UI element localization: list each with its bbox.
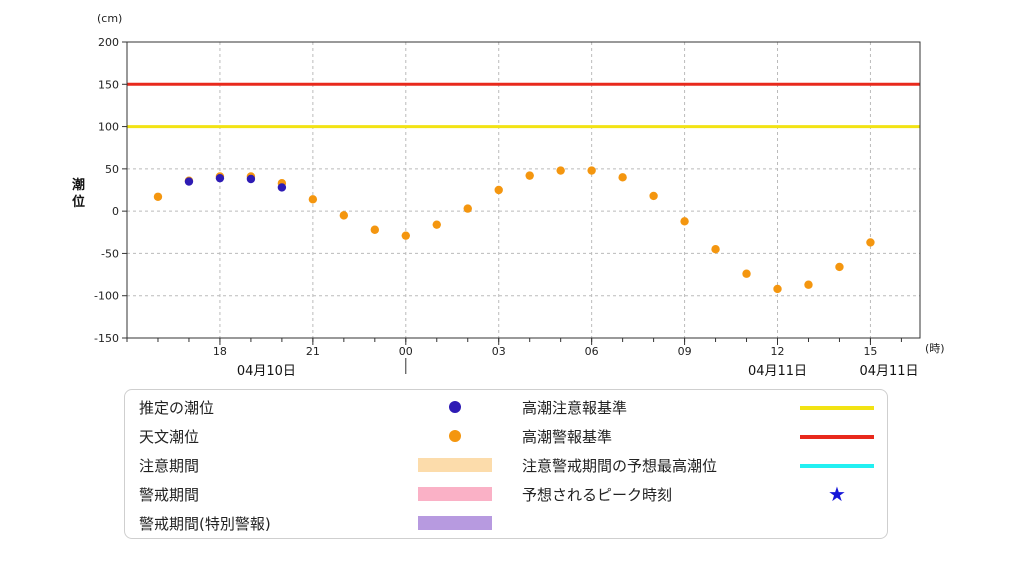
legend-item: 高潮注意報基準	[522, 393, 877, 422]
x-tick-label: 18	[213, 345, 227, 358]
y-tick-label: 50	[105, 163, 119, 176]
x-tick-label: 06	[585, 345, 599, 358]
legend-line-swatch	[800, 464, 874, 468]
legend-item: 注意期間	[139, 451, 499, 480]
date-label: 04月11日	[748, 364, 807, 379]
data-point	[525, 171, 534, 180]
data-point	[370, 225, 380, 234]
data-point	[804, 280, 813, 289]
x-axis-unit: (時)	[925, 342, 945, 355]
data-point	[680, 217, 689, 226]
data-point	[277, 183, 287, 192]
y-axis-unit: (cm)	[97, 12, 122, 25]
legend-item: 推定の潮位	[139, 393, 499, 422]
legend-rect-swatch	[418, 516, 492, 530]
x-tick-label: 00	[399, 345, 413, 358]
star-icon: ★	[828, 482, 846, 506]
data-point	[556, 166, 565, 175]
legend-label: 高潮注意報基準	[522, 399, 628, 417]
legend: 推定の潮位天文潮位注意期間警戒期間警戒期間(特別警報) 高潮注意報基準 高潮警報基準…	[124, 389, 888, 539]
y-axis-label-char-1: 潮	[72, 177, 85, 193]
legend-item: 天文潮位	[139, 422, 499, 451]
data-points	[153, 166, 875, 294]
y-tick-label: 100	[98, 121, 119, 134]
data-point	[215, 173, 225, 183]
legend-label: 推定の潮位	[139, 399, 215, 417]
data-point	[649, 191, 658, 201]
legend-dot-swatch	[449, 430, 461, 442]
legend-label: 警戒期間	[139, 486, 200, 504]
y-tick-label: -100	[94, 290, 119, 303]
data-point	[339, 211, 349, 220]
y-tick-label: -50	[101, 247, 119, 260]
tide-chart: 200 150 100 50 0 -50 -100 -150 18 21 00 03 06 09 12 15 0…	[72, 12, 945, 379]
legend-item: 予想されるピーク時刻 ★	[522, 480, 877, 509]
legend-label: 警戒期間(特別警報)	[139, 515, 271, 533]
legend-line-swatch	[800, 406, 874, 410]
threshold-lines	[127, 82, 920, 129]
y-axis-label-char-2: 位	[72, 194, 85, 210]
legend-dot-swatch	[449, 401, 461, 413]
y-tick-label: 200	[98, 36, 119, 49]
y-tick-label: 0	[112, 205, 119, 218]
legend-label: 注意警戒期間の予想最高潮位	[522, 457, 718, 475]
legend-item: 警戒期間	[139, 480, 499, 509]
legend-label: 予想されるピーク時刻	[522, 486, 673, 504]
data-point	[494, 185, 503, 195]
data-point	[866, 238, 875, 247]
date-label: 04月11日	[859, 364, 918, 379]
axes: 200 150 100 50 0 -50 -100 -150 18 21 00 03 06 09 12 15 0…	[94, 36, 919, 379]
data-point	[153, 192, 163, 201]
data-point	[432, 220, 441, 229]
data-point	[401, 231, 410, 240]
data-point	[773, 284, 782, 294]
data-point	[184, 177, 194, 186]
legend-item: 注意警戒期間の予想最高潮位	[522, 451, 877, 480]
legend-label: 高潮警報基準	[522, 428, 613, 446]
data-point	[246, 174, 256, 184]
grid-lines	[127, 42, 920, 338]
data-point	[835, 262, 844, 272]
y-tick-label: 150	[98, 78, 119, 91]
legend-label: 注意期間	[139, 457, 200, 475]
legend-label: 天文潮位	[139, 428, 200, 446]
plot-frame	[126, 41, 921, 339]
x-tick-label: 09	[678, 345, 692, 358]
legend-rect-swatch	[418, 458, 492, 472]
y-tick-label: -150	[94, 332, 119, 345]
data-point	[618, 173, 627, 182]
date-label: 04月10日	[237, 364, 296, 379]
legend-item: 高潮警報基準	[522, 422, 877, 451]
x-tick-label: 03	[492, 345, 506, 358]
data-point	[742, 269, 751, 278]
x-tick-label: 21	[306, 345, 320, 358]
data-point	[308, 195, 318, 204]
data-point	[711, 245, 720, 254]
legend-rect-swatch	[418, 487, 492, 501]
x-tick-label: 15	[863, 345, 877, 358]
legend-item: 警戒期間(特別警報)	[139, 509, 499, 538]
data-point	[463, 204, 472, 213]
x-tick-label: 12	[771, 345, 785, 358]
data-point	[587, 166, 596, 175]
legend-line-swatch	[800, 435, 874, 439]
